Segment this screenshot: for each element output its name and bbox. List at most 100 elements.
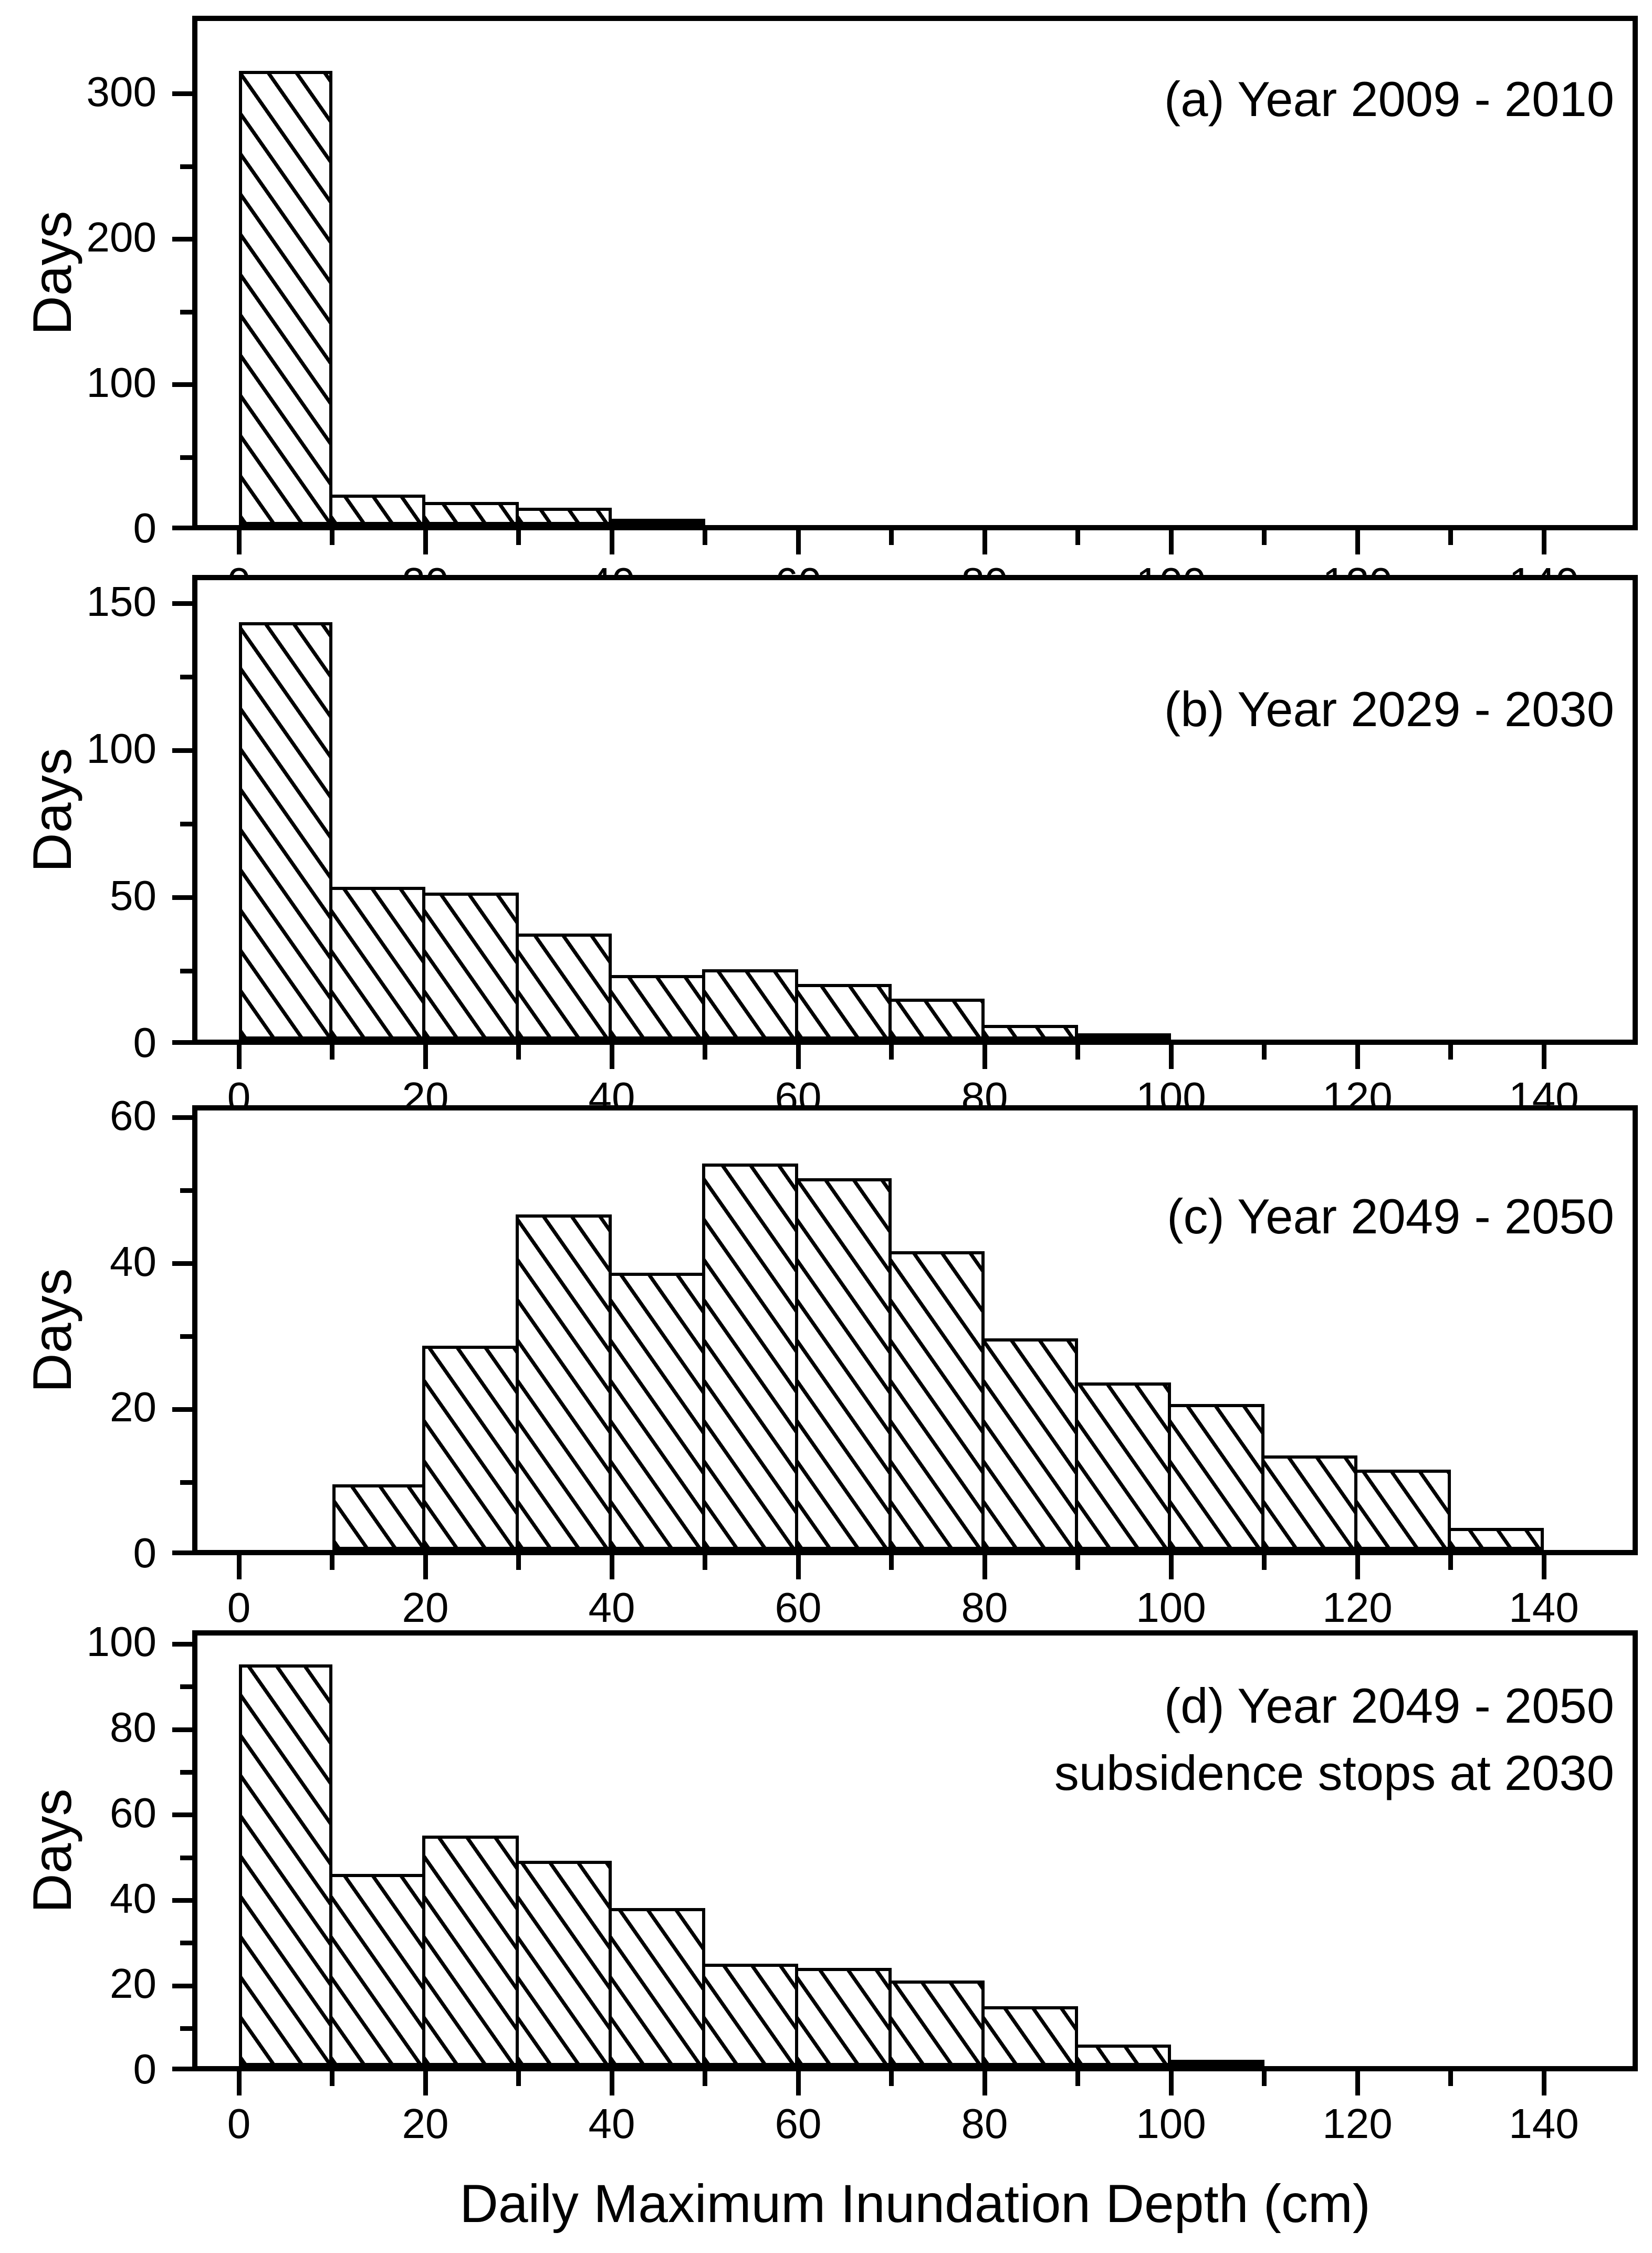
x-tick-label: 60: [775, 1584, 822, 1631]
x-minor-tick: [330, 1555, 334, 1570]
y-minor-tick: [180, 1769, 192, 1775]
x-minor-tick: [1448, 530, 1453, 545]
x-major-tick: [796, 1555, 801, 1579]
y-minor-tick: [180, 1188, 192, 1193]
histogram-bar-c-130-140: [1447, 1528, 1544, 1550]
histogram-bar-c-50-60: [702, 1164, 798, 1550]
x-minor-tick: [1262, 530, 1267, 545]
x-minor-tick: [703, 1555, 707, 1570]
x-tick-label: 20: [402, 1584, 449, 1631]
histogram-bar-d-0-10: [239, 1664, 332, 2066]
histogram-bar-b-30-40: [515, 934, 612, 1040]
y-tick-label: 100: [86, 725, 156, 772]
histogram-bar-b-10-20: [329, 886, 425, 1040]
y-minor-tick: [180, 1684, 192, 1690]
x-minor-tick: [516, 1045, 521, 1060]
x-major-tick: [1168, 2071, 1174, 2095]
histogram-bar-d-30-40: [515, 1861, 612, 2066]
histogram-bar-b-70-80: [888, 998, 985, 1040]
y-tick-label: 20: [110, 1384, 156, 1431]
x-major-tick: [609, 2071, 614, 2095]
y-major-tick: [172, 1812, 192, 1818]
x-minor-tick: [889, 530, 894, 545]
y-minor-tick: [180, 2026, 192, 2031]
panel-annotation-d-line2: subsidence stops at 2030: [1054, 1745, 1614, 1800]
y-minor-tick: [180, 1480, 192, 1485]
y-axis-title-d: Days: [22, 1788, 83, 1913]
x-tick-label: 40: [588, 1584, 635, 1631]
x-minor-tick: [703, 2071, 707, 2086]
x-minor-tick: [1075, 1045, 1080, 1060]
y-major-tick: [172, 1983, 192, 1988]
y-major-tick: [172, 1115, 192, 1120]
y-major-tick: [172, 1550, 192, 1555]
y-tick-label: 100: [86, 1618, 156, 1665]
x-minor-tick: [1075, 1555, 1080, 1570]
y-minor-tick: [180, 1855, 192, 1860]
x-major-tick: [1168, 530, 1174, 554]
x-major-tick: [236, 2071, 242, 2095]
y-tick-label: 0: [133, 1529, 157, 1576]
histogram-bar-b-80-90: [981, 1025, 1078, 1040]
x-minor-tick: [516, 2071, 521, 2086]
histogram-bar-d-100-110: [1168, 2060, 1264, 2066]
y-major-tick: [172, 1407, 192, 1412]
panel-b: [192, 575, 1638, 1045]
y-minor-tick: [180, 675, 192, 680]
x-major-tick: [236, 1555, 242, 1579]
y-minor-tick: [180, 455, 192, 460]
x-tick-label: 0: [227, 2100, 251, 2147]
panel-annotation-c: (c) Year 2049 - 2050: [1167, 1189, 1614, 1244]
x-major-tick: [1541, 2071, 1546, 2095]
y-axis-title-a: Days: [22, 211, 83, 336]
histogram-bar-d-60-70: [795, 1967, 892, 2066]
y-tick-label: 20: [110, 1960, 156, 2007]
x-minor-tick: [889, 1045, 894, 1060]
y-minor-tick: [180, 1941, 192, 1946]
x-minor-tick: [330, 1045, 334, 1060]
y-minor-tick: [180, 1334, 192, 1339]
histogram-bar-c-30-40: [515, 1214, 612, 1550]
histogram-bar-b-50-60: [702, 969, 798, 1040]
panel-annotation-d: (d) Year 2049 - 2050: [1164, 1678, 1614, 1733]
y-tick-label: 0: [133, 505, 157, 551]
x-major-tick: [1541, 1045, 1546, 1069]
x-major-tick: [1541, 530, 1546, 554]
x-major-tick: [982, 1045, 987, 1069]
histogram-bar-a-20-30: [422, 501, 519, 525]
x-minor-tick: [1075, 530, 1080, 545]
y-major-tick: [172, 1040, 192, 1045]
y-major-tick: [172, 525, 192, 530]
histogram-bar-c-90-100: [1074, 1382, 1171, 1550]
histogram-bar-c-40-50: [609, 1273, 705, 1550]
x-major-tick: [1355, 2071, 1360, 2095]
x-major-tick: [982, 2071, 987, 2095]
y-tick-label: 0: [133, 1019, 157, 1066]
x-minor-tick: [1448, 2071, 1453, 2086]
x-minor-tick: [703, 530, 707, 545]
x-major-tick: [1541, 1555, 1546, 1579]
panel-annotation-a: (a) Year 2009 - 2010: [1164, 71, 1614, 127]
x-major-tick: [423, 1555, 428, 1579]
x-minor-tick: [516, 1555, 521, 1570]
y-minor-tick: [180, 309, 192, 315]
histogram-bar-c-110-120: [1261, 1455, 1357, 1550]
histogram-bar-c-10-20: [332, 1484, 425, 1550]
histogram-bar-c-70-80: [888, 1251, 985, 1550]
x-tick-label: 20: [402, 2100, 449, 2147]
histogram-bar-d-20-30: [422, 1835, 519, 2066]
histogram-bar-d-90-100: [1074, 2045, 1171, 2066]
x-tick-label: 100: [1136, 1584, 1206, 1631]
x-minor-tick: [1262, 1045, 1267, 1060]
y-tick-label: 60: [110, 1789, 156, 1836]
histogram-bar-c-100-110: [1168, 1404, 1264, 1550]
x-minor-tick: [516, 530, 521, 545]
y-major-tick: [172, 601, 192, 606]
x-major-tick: [982, 530, 987, 554]
y-major-tick: [172, 1727, 192, 1732]
x-major-tick: [1168, 1555, 1174, 1579]
histogram-bar-d-80-90: [981, 2006, 1078, 2066]
x-tick-label: 140: [1509, 2100, 1579, 2147]
x-major-tick: [982, 1555, 987, 1579]
x-minor-tick: [703, 1045, 707, 1060]
